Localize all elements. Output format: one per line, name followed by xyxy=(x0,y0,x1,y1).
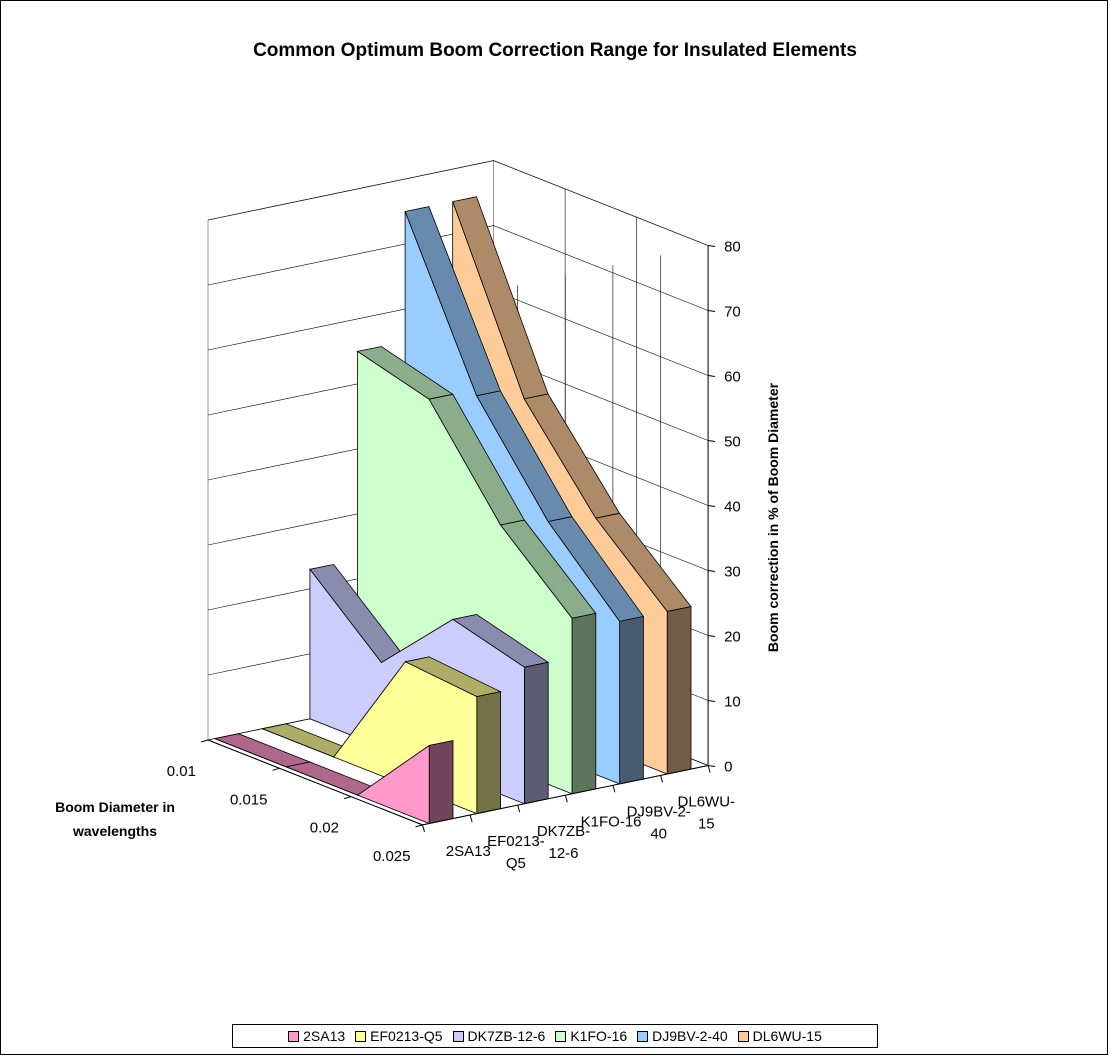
series-axis-label: DL6WU-15 xyxy=(678,793,736,832)
value-axis-tick-label: 70 xyxy=(724,304,741,321)
value-axis-tick-label: 0 xyxy=(724,759,732,776)
value-axis-tick xyxy=(708,375,716,377)
category-axis-tick xyxy=(272,767,280,771)
value-axis-tick xyxy=(708,505,716,507)
value-axis-tick xyxy=(708,440,716,442)
category-axis-tick-label: 0.015 xyxy=(230,791,268,808)
value-axis-tick xyxy=(708,310,716,312)
series-end-face xyxy=(428,740,454,824)
series-axis-label: DK7ZB-12-6 xyxy=(537,823,590,862)
series-axis-tick xyxy=(422,824,425,833)
legend-swatch xyxy=(288,1030,300,1042)
series-area xyxy=(214,738,430,825)
value-axis-title: Boom correction in % of Boom Diameter xyxy=(765,382,781,652)
series-end-face xyxy=(476,691,502,815)
value-axis-tick xyxy=(708,245,716,247)
series-axis-tick xyxy=(660,775,663,783)
series-end-face xyxy=(619,616,644,785)
category-axis-line xyxy=(207,739,423,826)
series-end-face xyxy=(666,606,692,775)
series-axis-label: K1FO-16 xyxy=(581,813,642,830)
series-axis-tick xyxy=(612,785,616,793)
legend-item: EF0213-Q5 xyxy=(355,1028,443,1044)
series-axis-label: DJ9BV-2-40 xyxy=(627,803,691,842)
legend-label: K1FO-16 xyxy=(570,1028,628,1044)
legend-label: DJ9BV-2-40 xyxy=(652,1028,728,1044)
category-axis-tick xyxy=(343,796,352,800)
legend-swatch xyxy=(452,1030,464,1042)
series-axis-tick xyxy=(707,765,711,773)
value-axis-tick xyxy=(708,570,716,572)
series-axis-label: 2SA13 xyxy=(446,843,491,860)
legend-swatch xyxy=(355,1030,367,1042)
legend-item: DK7ZB-12-6 xyxy=(452,1028,546,1044)
value-axis-tick-label: 80 xyxy=(724,239,741,256)
value-axis-tick-label: 10 xyxy=(724,694,741,711)
legend: 2SA13 EF0213-Q5 DK7ZB-12-6 K1FO-16 DJ9BV-2-4… xyxy=(232,1024,878,1048)
legend-label: 2SA13 xyxy=(303,1028,346,1044)
value-axis-tick-label: 40 xyxy=(724,499,741,516)
category-axis-title: Boom Diameter in wavelengths xyxy=(55,799,175,839)
series-axis-tick xyxy=(517,804,521,813)
category-axis-tick-label: 0.02 xyxy=(310,820,339,837)
category-axis-tick xyxy=(200,739,209,743)
value-axis-tick-label: 60 xyxy=(724,369,741,386)
legend-swatch xyxy=(555,1030,567,1042)
category-axis-tick-label: 0.01 xyxy=(167,763,196,780)
value-axis-tick-label: 30 xyxy=(724,564,741,581)
series-2SA13 xyxy=(213,733,454,825)
series-axis-tick xyxy=(564,795,568,803)
legend-label: EF0213-Q5 xyxy=(370,1028,443,1044)
legend-label: DK7ZB-12-6 xyxy=(467,1028,546,1044)
series-axis-tick xyxy=(469,814,473,823)
legend-item: DJ9BV-2-40 xyxy=(637,1028,728,1044)
axis-layer: 0 10 20 30 40 50 60 70 80 Boom correction in % of… xyxy=(55,239,781,873)
legend-swatch xyxy=(737,1030,749,1042)
series-layer xyxy=(213,196,692,825)
category-axis-tick xyxy=(415,824,423,828)
value-axis-tick-label: 50 xyxy=(724,434,741,451)
series-end-face xyxy=(571,612,597,795)
legend-item: 2SA13 xyxy=(288,1028,345,1044)
series-end-face xyxy=(524,661,549,805)
chart-title: Common Optimum Boom Correction Range for… xyxy=(253,40,857,61)
series-axis-label: EF0213-Q5 xyxy=(487,833,545,872)
value-axis-tick xyxy=(708,765,716,767)
category-axis-tick-label: 0.025 xyxy=(373,848,411,865)
legend-item: K1FO-16 xyxy=(555,1028,627,1044)
value-axis-tick xyxy=(708,635,716,637)
legend-swatch xyxy=(637,1030,649,1042)
legend-item: DL6WU-15 xyxy=(737,1028,822,1044)
value-axis-tick-label: 20 xyxy=(724,629,741,646)
value-axis-tick xyxy=(708,700,716,702)
legend-label: DL6WU-15 xyxy=(752,1028,822,1044)
